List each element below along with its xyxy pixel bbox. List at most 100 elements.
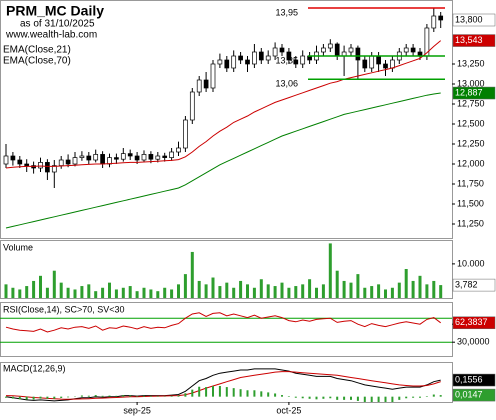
panel-frame: [0, 0, 453, 239]
bar: [73, 289, 77, 298]
candle-body: [376, 55, 381, 65]
line: [5, 40, 442, 169]
candle-body: [245, 59, 250, 65]
x-tick-label: sep-25: [123, 405, 151, 415]
histogram-bar: [156, 396, 159, 397]
bar: [356, 274, 360, 298]
candle-body: [210, 63, 216, 89]
bar: [280, 282, 284, 298]
histogram-bar: [170, 395, 173, 397]
histogram-bar: [191, 389, 194, 397]
bar: [183, 274, 187, 298]
bar: [342, 280, 346, 298]
bar: [363, 287, 367, 298]
histogram-bar: [363, 396, 366, 402]
candle-body: [79, 155, 85, 158]
histogram-bar: [108, 395, 111, 397]
candle-body: [183, 119, 188, 149]
histogram-bar: [101, 395, 104, 397]
bar: [335, 270, 339, 298]
bar: [204, 284, 208, 298]
bar: [18, 289, 22, 298]
candle-body: [155, 155, 161, 160]
bar: [121, 287, 125, 298]
bar: [218, 286, 222, 298]
histogram-bar: [274, 393, 277, 397]
candle-body: [176, 147, 181, 153]
bar: [114, 289, 118, 298]
histogram-bar: [198, 386, 201, 397]
candle-body: [10, 155, 16, 161]
panel-frame: [0, 240, 453, 299]
histogram-bar: [308, 396, 311, 399]
candle-body: [410, 47, 416, 53]
y-tick-label: 11,250: [457, 218, 484, 228]
candle-body: [100, 154, 105, 165]
chart-title: PRM_MC Daily: [6, 3, 104, 19]
bar: [211, 277, 215, 298]
candle-body: [286, 51, 292, 61]
histogram-bar: [239, 389, 242, 397]
bar: [266, 284, 270, 298]
last-value-label: 62,3837: [455, 317, 488, 327]
candle-body: [252, 51, 257, 65]
candle-body: [293, 59, 299, 65]
last-value-label: 13,800: [455, 14, 483, 24]
bar: [425, 284, 429, 298]
histogram-bar: [315, 396, 318, 400]
candle-body: [189, 91, 195, 121]
candle-body: [72, 157, 78, 165]
bar: [32, 280, 36, 298]
bar: [39, 275, 42, 298]
last-value-label: 13,543: [455, 35, 483, 45]
line: [5, 368, 441, 402]
line: [5, 92, 441, 229]
histogram-bar: [94, 395, 97, 397]
candle-body: [238, 55, 243, 61]
bar: [94, 291, 98, 298]
histogram-bar: [419, 396, 421, 398]
bar: [439, 285, 443, 298]
histogram-bar: [129, 395, 132, 397]
candle-body: [196, 79, 202, 93]
histogram-bar: [225, 387, 228, 397]
y-tick-label: 13,250: [457, 58, 485, 68]
candle-body: [403, 47, 409, 53]
histogram-bar: [115, 395, 118, 397]
candle-body: [355, 47, 361, 61]
y-tick-label: 12,750: [457, 98, 485, 108]
bar: [239, 280, 243, 298]
histogram-bar: [80, 395, 83, 397]
y-tick-label: 10.000: [457, 258, 485, 268]
histogram-bar: [412, 396, 415, 398]
x-tick-label: oct-25: [276, 405, 301, 415]
candle-body: [431, 15, 437, 29]
candle-body: [362, 59, 368, 69]
histogram-bar: [356, 396, 359, 401]
candle-body: [265, 55, 271, 61]
bar: [197, 280, 201, 298]
candle-body: [127, 153, 133, 157]
bar: [349, 282, 353, 298]
bar: [390, 287, 394, 298]
histogram-bar: [294, 396, 297, 398]
last-value-label: 0,0147: [455, 389, 483, 399]
candle-body: [334, 43, 340, 57]
candle-body: [141, 154, 147, 161]
panel-frame: [0, 302, 453, 357]
histogram-bar: [287, 396, 290, 397]
bar: [170, 289, 174, 298]
histogram-bar: [350, 396, 352, 400]
bar: [101, 287, 105, 298]
y-tick-label: 13,000: [457, 78, 485, 88]
candle-body: [65, 159, 71, 165]
candle-body: [17, 159, 23, 165]
bar: [52, 270, 56, 298]
legend-label: EMA(Close,21): [3, 45, 71, 56]
bar: [370, 286, 374, 298]
candle-body: [383, 63, 388, 69]
candle-body: [93, 154, 99, 161]
last-value-box: [452, 388, 496, 402]
histogram-bar: [343, 396, 346, 400]
